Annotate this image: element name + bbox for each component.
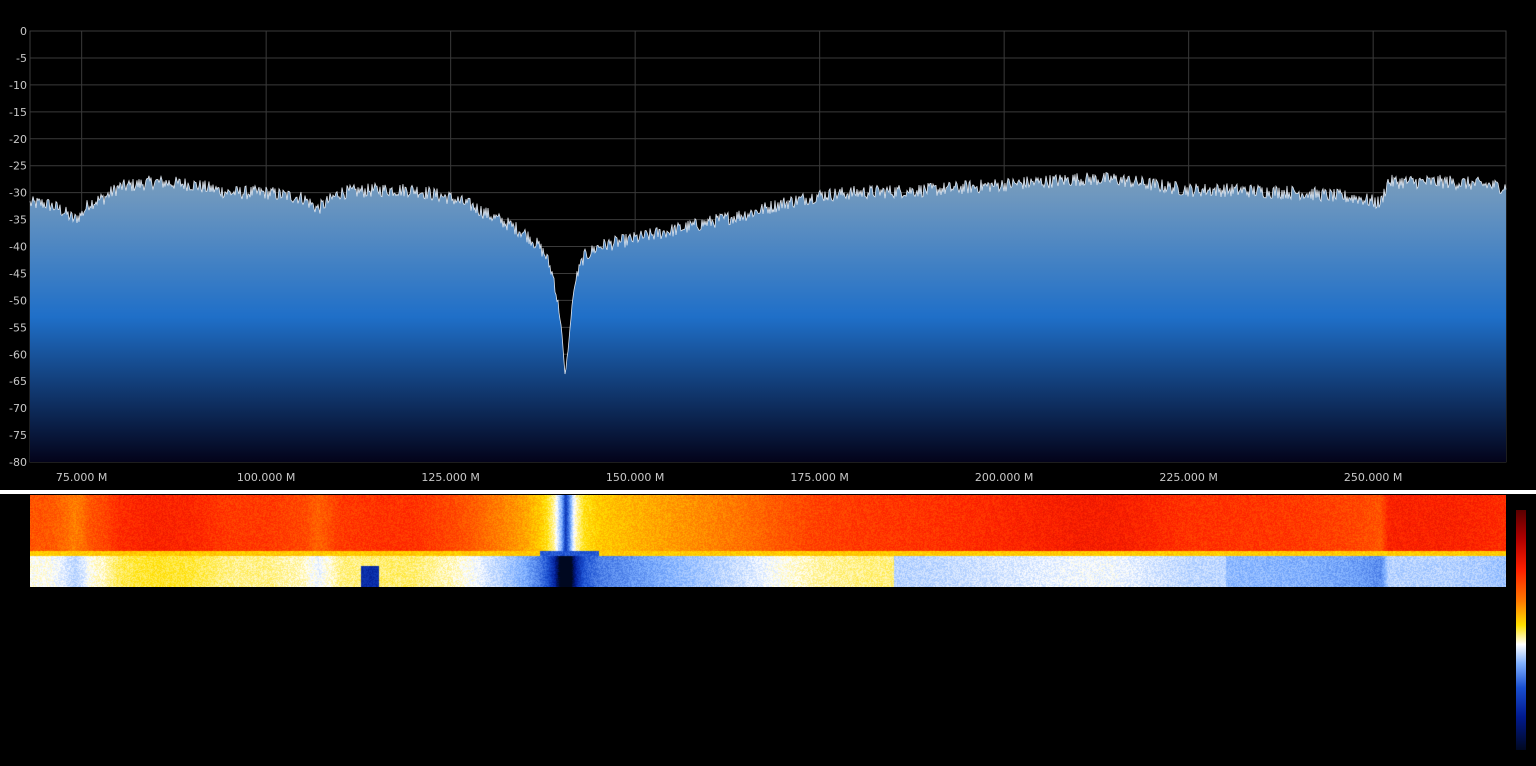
x-tick-label: 225.000 M (1159, 471, 1217, 484)
x-axis-labels: 75.000 M 100.000 M 125.000 M 150.000 M 175.0… (56, 471, 1402, 484)
x-tick-label: 250.000 M (1344, 471, 1402, 484)
y-tick-label: -5 (16, 52, 27, 65)
panel-divider[interactable] (0, 490, 1536, 494)
y-tick-label: -40 (9, 241, 27, 254)
x-tick-label: 150.000 M (606, 471, 664, 484)
spectrum-area (29, 172, 1507, 462)
y-tick-label: -80 (9, 456, 27, 469)
waterfall-colorbar (1516, 510, 1526, 750)
y-tick-label: -70 (9, 402, 27, 415)
y-tick-label: -45 (9, 267, 27, 280)
y-tick-label: -30 (9, 187, 27, 200)
y-tick-label: -15 (9, 106, 27, 119)
y-tick-label: -50 (9, 294, 27, 307)
y-tick-label: -10 (9, 79, 27, 92)
y-tick-label: -65 (9, 375, 27, 388)
y-tick-label: -35 (9, 214, 27, 227)
y-tick-label: -75 (9, 429, 27, 442)
y-tick-label: -25 (9, 160, 27, 173)
spectrum-fill (30, 172, 1506, 462)
y-tick-label: -20 (9, 133, 27, 146)
spectrum-plot[interactable]: 0 -5 -10 -15 -20 -25 -30 -35 -40 -45 -50 -55 -60 -65 -… (0, 0, 1536, 490)
x-tick-label: 175.000 M (790, 471, 848, 484)
x-tick-label: 75.000 M (56, 471, 107, 484)
y-tick-label: 0 (20, 25, 27, 38)
x-tick-label: 100.000 M (237, 471, 295, 484)
y-tick-label: -55 (9, 321, 27, 334)
waterfall-display[interactable] (30, 495, 1506, 587)
y-tick-label: -60 (9, 348, 27, 361)
x-tick-label: 125.000 M (421, 471, 479, 484)
x-tick-label: 200.000 M (975, 471, 1033, 484)
y-axis-labels: 0 -5 -10 -15 -20 -25 -30 -35 -40 -45 -50 -55 -60 -65 -… (9, 25, 27, 469)
spectrum-trace (29, 172, 1507, 375)
